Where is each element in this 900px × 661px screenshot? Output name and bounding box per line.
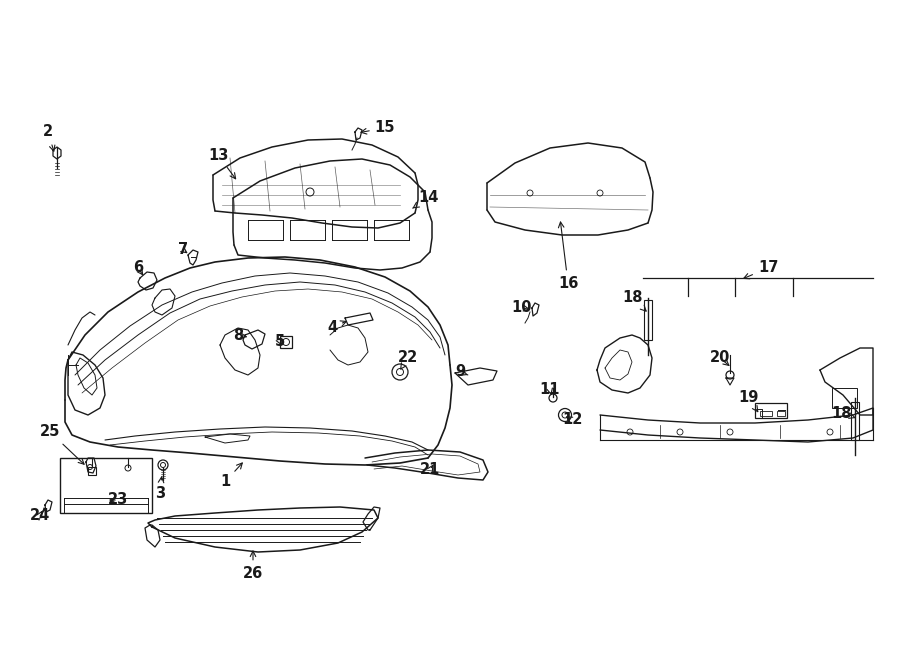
- Text: 2: 2: [43, 124, 55, 151]
- Text: 5: 5: [274, 334, 285, 350]
- Text: 4: 4: [327, 319, 346, 334]
- Text: 19: 19: [738, 389, 758, 412]
- Bar: [755, 403, 787, 418]
- Text: 10: 10: [512, 301, 532, 315]
- Bar: [280, 336, 292, 348]
- Bar: [760, 411, 772, 416]
- Text: 18: 18: [623, 290, 646, 311]
- Text: 7: 7: [178, 243, 188, 258]
- Text: 9: 9: [454, 364, 468, 379]
- Text: 6: 6: [133, 260, 143, 276]
- Bar: [644, 300, 652, 340]
- Text: 8: 8: [233, 327, 247, 342]
- Text: 12: 12: [562, 412, 582, 428]
- Text: 24: 24: [30, 508, 50, 522]
- Text: 11: 11: [540, 383, 560, 397]
- Text: 17: 17: [743, 260, 778, 279]
- Circle shape: [160, 463, 166, 467]
- Text: 18: 18: [832, 405, 855, 420]
- Text: 21: 21: [419, 463, 440, 477]
- Text: 13: 13: [208, 147, 236, 178]
- Text: 20: 20: [710, 350, 730, 366]
- Text: 1: 1: [220, 463, 242, 490]
- Text: 14: 14: [413, 190, 438, 208]
- Text: 23: 23: [108, 492, 128, 508]
- Bar: [832, 388, 857, 408]
- Text: 3: 3: [155, 477, 165, 500]
- Text: 25: 25: [40, 424, 84, 464]
- Bar: [777, 411, 785, 416]
- Bar: [851, 402, 859, 440]
- Text: 15: 15: [361, 120, 395, 136]
- Text: 16: 16: [558, 222, 578, 290]
- Text: 26: 26: [243, 551, 263, 580]
- Bar: [88, 467, 96, 475]
- Text: 22: 22: [398, 350, 418, 369]
- Bar: [60, 458, 152, 513]
